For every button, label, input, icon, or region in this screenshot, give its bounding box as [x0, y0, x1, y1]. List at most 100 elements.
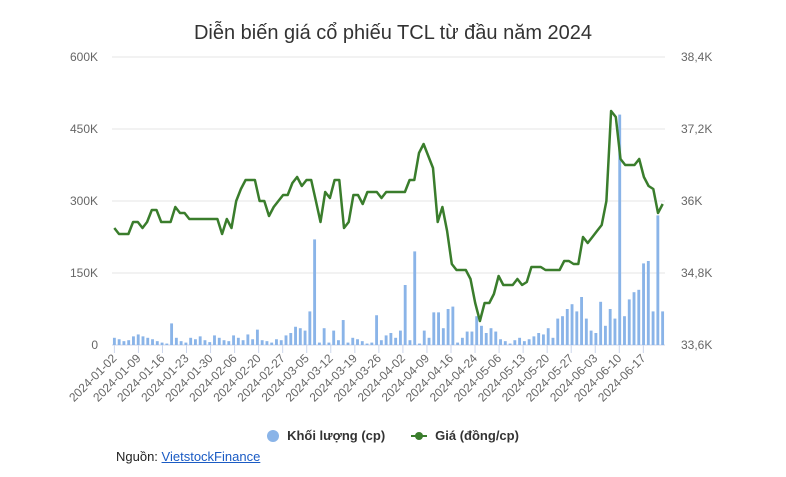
volume-bar[interactable] — [170, 323, 174, 345]
volume-bar[interactable] — [122, 341, 126, 345]
volume-bar[interactable] — [503, 341, 507, 345]
volume-bar[interactable] — [141, 336, 145, 345]
volume-bar[interactable] — [661, 311, 665, 345]
volume-bar[interactable] — [522, 341, 526, 345]
volume-bar[interactable] — [356, 339, 359, 345]
volume-bar[interactable] — [413, 251, 417, 345]
volume-bar[interactable] — [294, 326, 297, 345]
volume-bar[interactable] — [265, 341, 269, 345]
volume-bar[interactable] — [203, 340, 207, 345]
volume-bar[interactable] — [565, 309, 569, 345]
volume-bar[interactable] — [556, 318, 560, 345]
volume-bar[interactable] — [360, 341, 364, 345]
volume-bar[interactable] — [570, 304, 574, 345]
volume-bar[interactable] — [575, 311, 579, 345]
volume-bar[interactable] — [327, 342, 331, 345]
volume-bar[interactable] — [227, 341, 231, 345]
volume-bar[interactable] — [332, 330, 336, 345]
volume-bar[interactable] — [651, 311, 655, 345]
volume-bar[interactable] — [627, 299, 631, 345]
volume-bar[interactable] — [351, 337, 355, 345]
volume-bar[interactable] — [489, 328, 493, 345]
volume-bar[interactable] — [451, 306, 455, 345]
volume-bar[interactable] — [394, 337, 398, 345]
volume-bar[interactable] — [603, 325, 607, 345]
volume-bar[interactable] — [599, 301, 603, 345]
volume-bar[interactable] — [437, 312, 440, 345]
volume-bar[interactable] — [303, 330, 307, 345]
volume-bar[interactable] — [375, 315, 379, 345]
volume-bar[interactable] — [174, 337, 178, 345]
source-link[interactable]: VietstockFinance — [161, 449, 261, 464]
volume-bar[interactable] — [499, 339, 502, 345]
volume-bar[interactable] — [480, 325, 483, 345]
volume-bar[interactable] — [594, 333, 598, 345]
volume-bar[interactable] — [623, 316, 626, 345]
volume-bar[interactable] — [618, 114, 622, 345]
volume-bar[interactable] — [136, 334, 140, 345]
volume-bar[interactable] — [222, 340, 226, 345]
volume-bar[interactable] — [193, 339, 197, 345]
volume-bar[interactable] — [189, 337, 193, 345]
volume-bar[interactable] — [365, 343, 369, 345]
volume-bar[interactable] — [427, 337, 431, 345]
volume-bar[interactable] — [198, 336, 202, 345]
volume-bar[interactable] — [646, 261, 650, 345]
volume-bar[interactable] — [460, 337, 464, 345]
volume-bar[interactable] — [165, 343, 169, 345]
volume-bar[interactable] — [117, 339, 121, 345]
volume-bar[interactable] — [279, 340, 283, 345]
volume-bar[interactable] — [160, 342, 164, 345]
volume-bar[interactable] — [561, 316, 564, 345]
volume-bar[interactable] — [518, 337, 522, 345]
volume-bar[interactable] — [313, 239, 317, 345]
volume-bar[interactable] — [589, 330, 593, 345]
volume-bar[interactable] — [208, 342, 212, 345]
volume-bar[interactable] — [642, 263, 645, 345]
volume-bar[interactable] — [112, 337, 116, 345]
volume-bar[interactable] — [608, 309, 612, 345]
volume-bar[interactable] — [418, 343, 421, 345]
volume-bar[interactable] — [146, 337, 150, 345]
volume-bar[interactable] — [337, 340, 340, 345]
volume-bar[interactable] — [513, 340, 517, 345]
price-line[interactable] — [113, 109, 664, 323]
volume-bar[interactable] — [260, 340, 264, 345]
volume-bar[interactable] — [408, 340, 412, 345]
volume-bar[interactable] — [346, 342, 350, 345]
volume-bar[interactable] — [317, 342, 321, 345]
legend-item-price[interactable]: Giá (đồng/cp) — [411, 428, 519, 443]
volume-bar[interactable] — [127, 340, 131, 345]
volume-bar[interactable] — [308, 311, 312, 345]
volume-bar[interactable] — [322, 328, 326, 345]
volume-bar[interactable] — [422, 330, 426, 345]
volume-bar[interactable] — [475, 316, 479, 345]
volume-bar[interactable] — [232, 335, 235, 345]
volume-bar[interactable] — [637, 289, 641, 345]
volume-bar[interactable] — [532, 336, 536, 345]
volume-bar[interactable] — [656, 215, 660, 345]
volume-bar[interactable] — [441, 328, 445, 345]
volume-bar[interactable] — [389, 333, 393, 345]
volume-bar[interactable] — [341, 320, 345, 345]
volume-bar[interactable] — [251, 339, 255, 345]
volume-bar[interactable] — [508, 343, 512, 345]
legend-item-volume[interactable]: Khối lượng (cp) — [267, 428, 385, 443]
volume-bar[interactable] — [584, 318, 588, 345]
volume-bar[interactable] — [551, 337, 555, 345]
volume-bar[interactable] — [179, 341, 183, 345]
volume-bar[interactable] — [213, 335, 216, 345]
volume-bar[interactable] — [132, 336, 135, 345]
volume-bar[interactable] — [384, 335, 388, 345]
volume-bar[interactable] — [270, 342, 274, 345]
volume-bar[interactable] — [184, 342, 188, 345]
volume-bar[interactable] — [284, 335, 288, 345]
volume-bar[interactable] — [613, 318, 617, 345]
volume-bar[interactable] — [527, 339, 531, 345]
volume-bar[interactable] — [217, 337, 221, 345]
volume-bar[interactable] — [465, 331, 469, 345]
volume-bar[interactable] — [537, 333, 541, 345]
volume-bar[interactable] — [494, 331, 498, 345]
volume-bar[interactable] — [632, 292, 636, 345]
volume-bar[interactable] — [580, 297, 584, 345]
